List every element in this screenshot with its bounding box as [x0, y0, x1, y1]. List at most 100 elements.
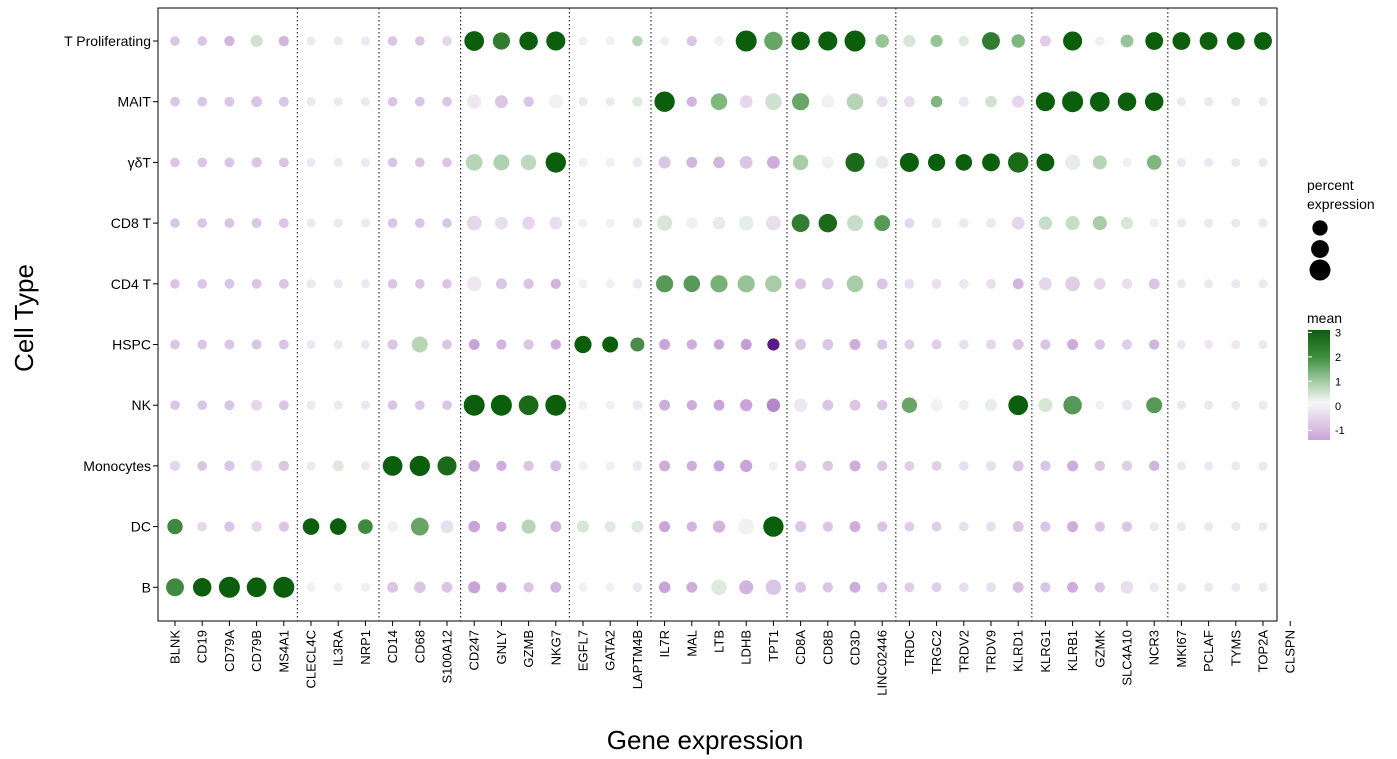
dot [387, 581, 399, 593]
x-tick-label: GZMK [1092, 630, 1107, 668]
dot [931, 582, 942, 593]
x-tick-label: NKG7 [548, 630, 563, 665]
dot [306, 157, 316, 167]
dot [605, 400, 615, 410]
dot [170, 96, 180, 107]
size-legend-title-line2: expression [1307, 196, 1375, 212]
dot [1067, 460, 1079, 472]
dot [712, 216, 726, 230]
dot [686, 339, 697, 350]
dot [1258, 218, 1268, 228]
dot [224, 35, 235, 47]
dot [1117, 92, 1137, 111]
dot [442, 339, 452, 350]
dot [466, 215, 482, 231]
dot [1039, 35, 1051, 47]
y-tick-label: B [142, 579, 151, 595]
dot [1067, 521, 1079, 533]
dot [655, 275, 674, 293]
dot [1231, 582, 1241, 592]
dot [251, 460, 263, 472]
dot [1176, 218, 1186, 228]
dot [1092, 216, 1107, 231]
dot [1145, 32, 1164, 50]
dot [360, 218, 370, 228]
dot [735, 30, 757, 52]
dot [1094, 278, 1106, 290]
dot [333, 218, 343, 228]
x-tick-label: CD14 [385, 630, 400, 663]
dot [1012, 278, 1024, 290]
dot [986, 278, 996, 289]
dot [845, 152, 865, 172]
dot [441, 581, 453, 593]
dot [877, 400, 888, 411]
dot [686, 460, 697, 472]
dot [766, 398, 781, 412]
dot [306, 582, 316, 592]
dot [1012, 95, 1025, 108]
dot [387, 400, 398, 411]
dot [818, 213, 838, 233]
dot [468, 460, 480, 472]
dot [931, 278, 942, 289]
dot [574, 335, 592, 354]
dot [495, 216, 508, 230]
dot [278, 521, 289, 532]
dot [224, 460, 235, 472]
x-tick-label: TRDC [902, 630, 917, 666]
dot [738, 215, 754, 231]
y-axis-title: Cell Type [9, 264, 39, 372]
dot [958, 218, 969, 228]
dot [414, 581, 426, 594]
dot [170, 157, 180, 168]
dot [278, 157, 289, 168]
dot [1149, 460, 1160, 472]
dot [686, 581, 698, 593]
dot [273, 576, 295, 598]
dot [986, 460, 996, 471]
dot [1122, 157, 1132, 167]
dot [466, 276, 482, 292]
dot [278, 460, 289, 472]
dot [387, 278, 398, 289]
dot [306, 339, 316, 350]
dot [739, 580, 754, 595]
dot [1176, 279, 1186, 289]
dot [578, 36, 588, 46]
dot [1146, 155, 1162, 170]
dot [846, 275, 864, 293]
dot [360, 400, 370, 410]
dot [251, 218, 262, 229]
dot [1089, 91, 1110, 112]
dot [358, 519, 373, 534]
dot [1226, 32, 1245, 50]
x-tick-label: CLECL4C [304, 630, 319, 689]
dot [1121, 521, 1133, 532]
dot [1064, 154, 1081, 171]
dot [578, 279, 588, 289]
color-tick-label: 3 [1335, 327, 1341, 339]
dot [578, 582, 588, 592]
dot [686, 400, 697, 411]
dot [1231, 279, 1241, 289]
dot [578, 461, 588, 471]
dot [1144, 92, 1164, 111]
dot [982, 153, 1000, 172]
dot [982, 32, 1000, 50]
dot [604, 521, 616, 533]
dot [546, 31, 566, 51]
dot [1172, 32, 1191, 50]
y-tick-label: HSPC [112, 337, 151, 353]
dot [1094, 582, 1105, 593]
dot [550, 521, 562, 533]
dot [1062, 91, 1084, 113]
dot [442, 278, 452, 289]
dot [931, 521, 942, 532]
y-tick-label: CD4 T [111, 276, 152, 292]
dot [1040, 521, 1051, 532]
dot [930, 95, 943, 108]
dot [846, 93, 864, 110]
dot [519, 31, 538, 51]
